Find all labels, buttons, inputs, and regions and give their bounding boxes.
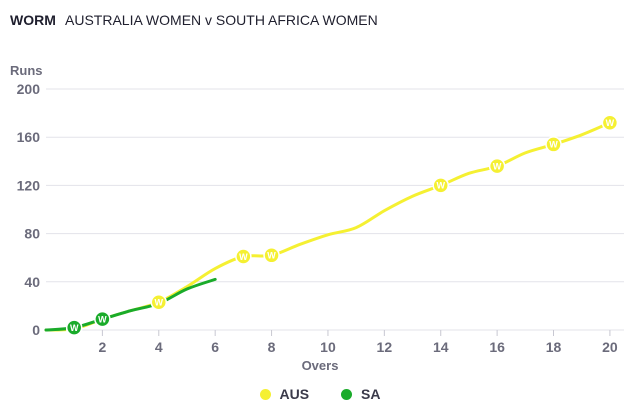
x-tick-label: 2 — [98, 339, 106, 355]
y-tick-label: 40 — [24, 274, 40, 290]
worm-chart: 0 40 80 120 160 200 2 4 6 8 10 12 14 16 18 20 Runs Ove… — [10, 63, 624, 373]
wicket-label-aus: W — [239, 252, 248, 262]
wicket-marker-aus[interactable]: W — [488, 157, 506, 175]
y-tick-labels: 0 40 80 120 160 200 — [17, 81, 41, 338]
legend-swatch-sa — [341, 388, 352, 400]
x-tick-label: 10 — [320, 339, 336, 355]
wicket-point-aus — [263, 247, 280, 264]
wicket-point-sa — [65, 319, 83, 336]
wicket-point-sa — [94, 310, 111, 328]
x-axis-title: Overs — [302, 358, 339, 373]
wicket-point-aus — [601, 114, 619, 131]
wicket-point-aus — [488, 157, 506, 175]
x-tick-label: 8 — [268, 339, 276, 355]
match-title: AUSTRALIA WOMEN v SOUTH AFRICA WOMEN — [65, 12, 378, 28]
x-tick-label: 18 — [546, 339, 562, 355]
worm-label: WORM — [10, 12, 56, 28]
grid-layer — [46, 88, 624, 336]
wicket-marker-sa[interactable]: W — [94, 310, 111, 328]
wicket-label-aus: W — [267, 251, 276, 261]
wicket-label-aus: W — [549, 140, 558, 150]
legend-label-aus: AUS — [279, 386, 310, 402]
wicket-label-aus: W — [436, 181, 445, 191]
wicket-label-sa: W — [70, 323, 79, 333]
y-tick-label: 120 — [17, 177, 41, 193]
x-tick-label: 20 — [602, 339, 618, 355]
chart-header: WORM AUSTRALIA WOMEN v SOUTH AFRICA WOME… — [10, 12, 378, 28]
legend-label-sa: SA — [361, 386, 381, 402]
wicket-marker-aus[interactable]: W — [235, 248, 252, 265]
wicket-marker-aus[interactable]: W — [150, 294, 168, 311]
wicket-label-aus: W — [493, 161, 502, 171]
wicket-point-aus — [545, 136, 562, 153]
series-line-aus — [44, 121, 612, 332]
wicket-point-aus — [432, 177, 449, 194]
y-tick-label: 160 — [17, 129, 41, 145]
legend-item-sa[interactable]: SA — [341, 386, 380, 402]
x-tick-label: 6 — [211, 339, 219, 355]
wicket-marker-aus[interactable]: W — [601, 114, 619, 131]
wicket-marker-sa[interactable]: W — [65, 319, 83, 336]
y-axis-title: Runs — [10, 63, 43, 78]
series-layer — [44, 121, 612, 332]
legend-item-aus[interactable]: AUS — [259, 386, 310, 402]
wicket-marker-aus[interactable]: W — [263, 247, 280, 264]
y-tick-label: 0 — [32, 322, 40, 338]
wicket-label-aus: W — [155, 298, 164, 308]
wicket-label-aus: W — [606, 118, 615, 128]
x-tick-label: 4 — [155, 339, 163, 355]
y-tick-label: 200 — [17, 81, 41, 97]
wicket-marker-aus[interactable]: W — [545, 136, 562, 153]
x-tick-label: 12 — [377, 339, 393, 355]
x-tick-label: 14 — [433, 339, 449, 355]
x-tick-label: 16 — [489, 339, 505, 355]
wicket-layer: WWWWWWWWWW — [65, 114, 619, 338]
x-tick-labels: 2 4 6 8 10 12 14 16 18 20 — [98, 339, 617, 355]
wicket-label-sa: W — [98, 314, 107, 324]
legend-swatch-aus — [259, 388, 271, 400]
y-tick-label: 80 — [24, 226, 40, 242]
wicket-marker-aus[interactable]: W — [432, 177, 449, 194]
legend: AUS SA — [0, 386, 640, 403]
wicket-point-aus — [150, 294, 168, 311]
wicket-point-aus — [235, 248, 252, 265]
